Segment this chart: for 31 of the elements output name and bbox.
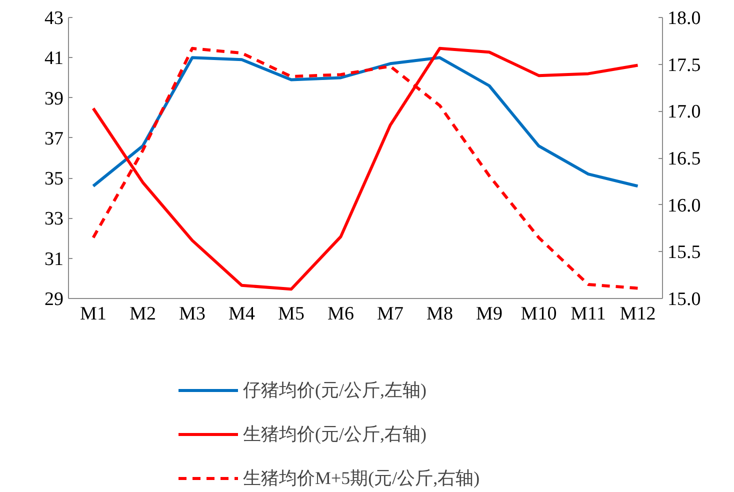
x-tick-label: M7 [377, 304, 404, 324]
legend-label: 仔猪均价(元/公斤,左轴) [243, 379, 426, 402]
y2-tick-label: 17.5 [668, 54, 701, 76]
x-tick-label: M6 [328, 304, 354, 324]
x-tick-label: M12 [620, 304, 656, 324]
x-tick-label: M5 [278, 304, 304, 324]
y-tick-label: 41 [44, 48, 64, 70]
y-tick-label: 31 [44, 248, 64, 270]
y2-tick-label: 16.5 [668, 148, 701, 170]
y-tick-label: 37 [44, 128, 64, 150]
y2-tick-label: 16.0 [668, 195, 701, 216]
y2-tick-label: 18.0 [668, 8, 701, 29]
y-tick-label: 43 [44, 8, 64, 29]
x-tick-label: M9 [476, 304, 502, 324]
legend-label: 生猪均价(元/公斤,右轴) [243, 423, 426, 446]
y-tick-label: 29 [44, 289, 64, 310]
line-series [92, 56, 640, 188]
x-tick-label: M1 [80, 304, 106, 324]
y2-tick-label: 15.0 [668, 289, 701, 310]
x-tick-label: M11 [570, 304, 606, 324]
y-tick-label: 33 [44, 208, 64, 230]
x-tick-label: M10 [520, 304, 557, 324]
y-tick-label: 35 [44, 168, 64, 190]
y2-tick-label: 15.5 [668, 242, 701, 264]
y2-tick-label: 17.0 [668, 102, 701, 123]
x-tick-label: M8 [426, 304, 453, 324]
x-tick-label: M4 [228, 304, 256, 324]
legend-label: 生猪均价M+5期(元/公斤,右轴) [243, 467, 480, 490]
x-tick-label: M3 [179, 304, 206, 324]
x-tick-label: M2 [130, 304, 156, 324]
y-tick-label: 39 [44, 88, 64, 110]
